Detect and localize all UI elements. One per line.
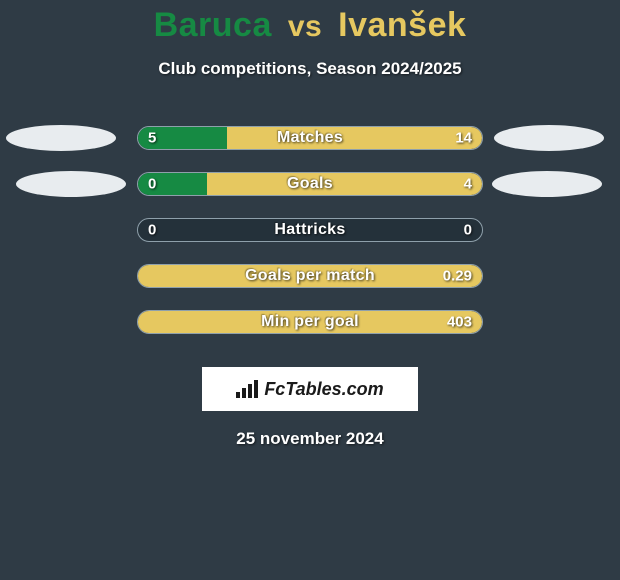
title-player2: Ivanšek bbox=[338, 6, 466, 44]
stat-value-player2: 14 bbox=[455, 130, 472, 147]
title-vs: vs bbox=[288, 10, 322, 43]
stat-value-player2: 0.29 bbox=[443, 268, 472, 285]
stat-bar: Goals0 4 bbox=[137, 172, 483, 196]
stat-bar: Hattricks0 0 bbox=[137, 218, 483, 242]
stats-chart: Matches514Goals04Hattricks00Goals per ma… bbox=[0, 115, 620, 345]
stat-label: Min per goal bbox=[138, 313, 482, 331]
stat-row-min-per-goal: Min per goal403 bbox=[0, 299, 620, 345]
stat-label: Hattricks bbox=[138, 221, 482, 239]
player2-marker bbox=[492, 171, 602, 197]
comparison-infographic: Baruca vs Ivanšek Club competitions, Sea… bbox=[0, 0, 620, 580]
stat-row-hattricks: Hattricks0 0 bbox=[0, 207, 620, 253]
bar-chart-icon bbox=[236, 380, 258, 398]
stat-row-goals: Goals0 4 bbox=[0, 161, 620, 207]
stat-value-player1: 0 bbox=[148, 222, 156, 239]
subtitle: Club competitions, Season 2024/2025 bbox=[0, 59, 620, 79]
stat-bar: Matches5 14 bbox=[137, 126, 483, 150]
stat-value-player2: 4 bbox=[464, 176, 472, 193]
stat-row-matches: Matches5 14 bbox=[0, 115, 620, 161]
source-logo: FcTables.com bbox=[202, 367, 418, 411]
stat-label: Goals bbox=[138, 175, 482, 193]
stat-value-player2: 403 bbox=[447, 314, 472, 331]
stat-value-player2: 0 bbox=[464, 222, 472, 239]
logo-text: FcTables.com bbox=[264, 379, 383, 400]
player2-marker bbox=[494, 125, 604, 151]
stat-bar: Goals per match0.29 bbox=[137, 264, 483, 288]
player1-marker bbox=[16, 171, 126, 197]
stat-label: Matches bbox=[138, 129, 482, 147]
player1-marker bbox=[6, 125, 116, 151]
date-label: 25 november 2024 bbox=[0, 429, 620, 449]
title-player1: Baruca bbox=[154, 6, 272, 44]
page-title: Baruca vs Ivanšek bbox=[0, 0, 620, 45]
stat-value-player1: 0 bbox=[148, 176, 156, 193]
stat-bar: Min per goal403 bbox=[137, 310, 483, 334]
stat-label: Goals per match bbox=[138, 267, 482, 285]
stat-row-goals-per-match: Goals per match0.29 bbox=[0, 253, 620, 299]
stat-value-player1: 5 bbox=[148, 130, 156, 147]
